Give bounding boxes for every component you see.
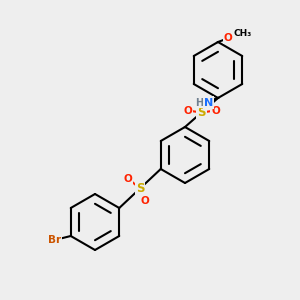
Text: CH₃: CH₃: [234, 28, 252, 38]
Text: O: O: [183, 106, 192, 116]
Text: O: O: [141, 196, 149, 206]
Text: O: O: [124, 173, 132, 184]
Text: Br: Br: [48, 235, 61, 245]
Text: S: S: [136, 182, 144, 195]
Text: O: O: [211, 106, 220, 116]
Text: H: H: [195, 98, 204, 107]
Text: O: O: [224, 33, 232, 43]
Text: N: N: [204, 98, 213, 107]
Text: S: S: [197, 106, 206, 119]
